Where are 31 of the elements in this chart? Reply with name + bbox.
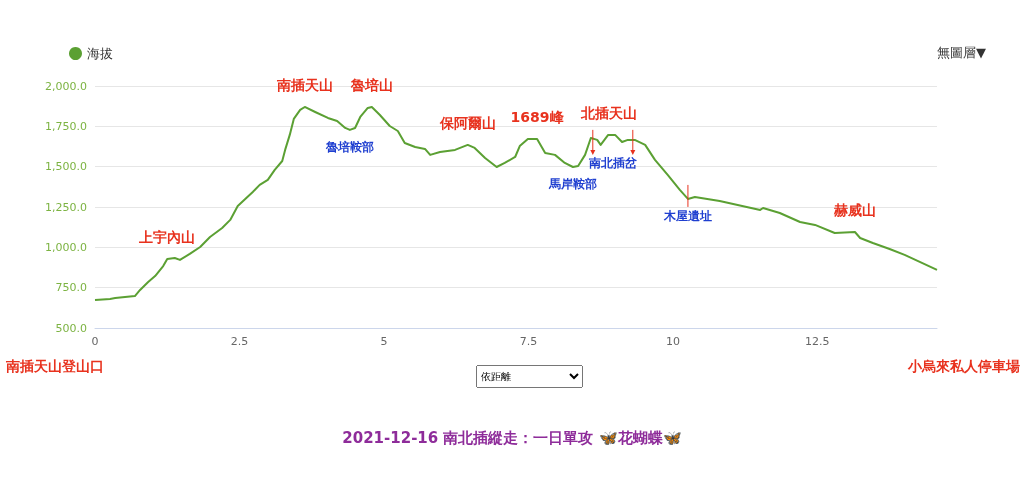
annotation: 魯培山: [349, 76, 393, 93]
annotation: 南北插岔: [587, 155, 637, 170]
text: 無圖層▼: [937, 44, 986, 62]
y-tick-label: 1,750.0: [45, 119, 87, 133]
annotation: 赫威山: [832, 202, 876, 219]
annotation: 馬岸鞍部: [547, 176, 597, 191]
x-tick-label: 2.5: [230, 335, 249, 348]
line-series: [94, 105, 938, 301]
annotation: 北插天山: [580, 104, 638, 121]
y-tick-label: 1,250.0: [45, 200, 87, 214]
text: 小烏來私人停車場: [908, 358, 1020, 376]
text: 2021-12-16 南北插縱走：一日單攻 🦋花蝴蝶🦋: [342, 428, 682, 447]
text: 依距離: [476, 365, 583, 388]
annotation: 1689峰: [510, 108, 565, 125]
y-tick-label: 750.0: [55, 281, 87, 295]
annotation: 保阿爾山: [438, 114, 496, 131]
x-tick-label: 7.5: [519, 335, 538, 348]
x-tick-label: 12.5: [805, 335, 830, 348]
x-tick-label: 10: [665, 335, 680, 348]
y-tick-label: 1,000.0: [45, 240, 87, 254]
text: 南插天山登山口: [6, 358, 104, 376]
annotation: 南插天山: [275, 76, 333, 93]
legend-label: 海拔: [87, 46, 113, 61]
x-tick-label: 5: [380, 335, 388, 348]
y-tick-label: 2,000.0: [45, 79, 87, 93]
x-tick-label: 0: [91, 335, 99, 348]
annotation: 木屋遺址: [662, 208, 712, 223]
annotation: 上宇內山: [138, 228, 196, 245]
annotation: 魯培鞍部: [324, 139, 374, 154]
y-tick-label: 1,500.0: [45, 160, 87, 174]
y-tick-label: 500.0: [55, 321, 87, 335]
